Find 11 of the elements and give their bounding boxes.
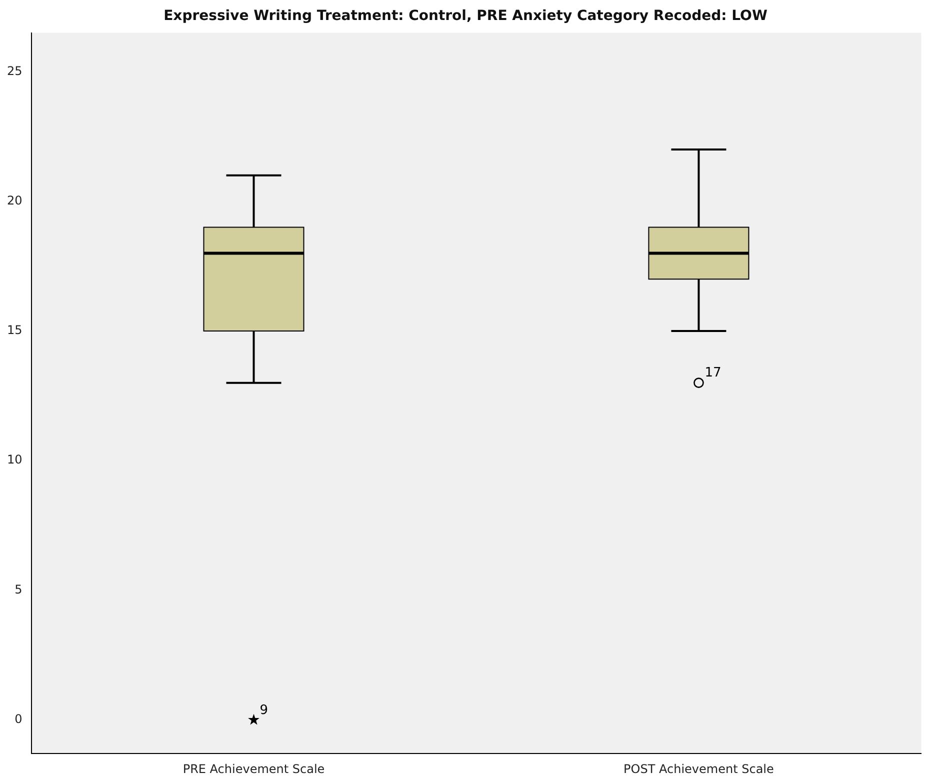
y-tick-label: 15 — [6, 323, 22, 338]
x-tick-label: PRE Achievement Scale — [182, 762, 325, 776]
y-tick-label: 0 — [14, 712, 22, 726]
y-tick-label: 10 — [6, 452, 22, 467]
y-tick-label: 25 — [6, 64, 22, 78]
chart-title: Expressive Writing Treatment: Control, PRE Anxiety Category Recoded: LOW — [164, 8, 768, 24]
y-tick-label: 5 — [14, 582, 22, 596]
y-tick-label: 20 — [6, 193, 22, 208]
annotation: 9 — [260, 702, 268, 718]
x-tick-label: POST Achievement Scale — [624, 762, 774, 776]
annotation: 17 — [704, 366, 722, 381]
